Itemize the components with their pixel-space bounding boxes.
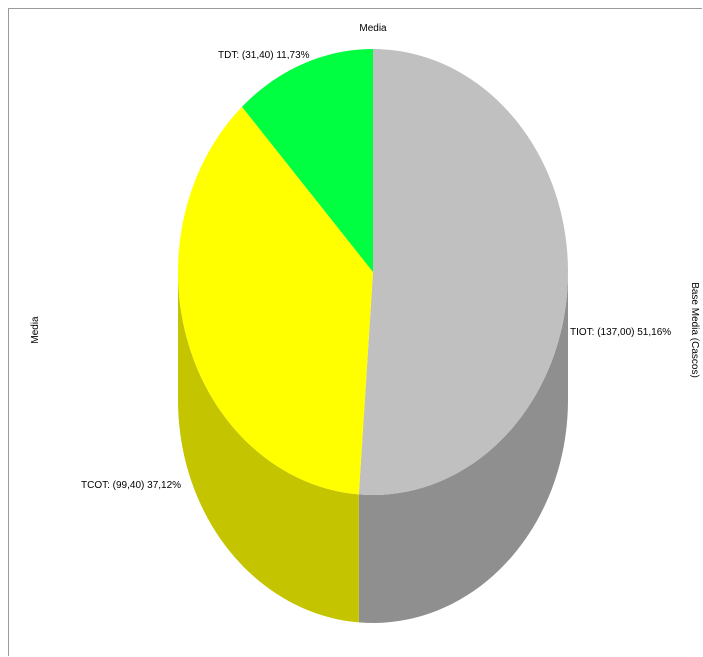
slice-label-tcot: TCOT: (99,40) 37,12% bbox=[81, 480, 181, 491]
right-axis-label: Base Media (Cascos) bbox=[689, 282, 700, 378]
slice-label-tdt: TDT: (31,40) 11,73% bbox=[218, 50, 310, 61]
pie-3d-sides bbox=[178, 272, 568, 623]
pie-slice-tdt bbox=[241, 49, 373, 272]
pie-side-tiot bbox=[358, 272, 568, 623]
chart-title: Media bbox=[359, 23, 387, 34]
y-axis-label: Media bbox=[30, 316, 41, 344]
pie-top-faces bbox=[178, 49, 568, 495]
pie-slice-tcot bbox=[178, 106, 373, 495]
chart-frame bbox=[8, 8, 702, 656]
slice-label-tiot: TIOT: (137,00) 51,16% bbox=[570, 327, 671, 338]
pie-side-tcot bbox=[178, 272, 359, 623]
pie-slice-tiot bbox=[358, 49, 568, 495]
